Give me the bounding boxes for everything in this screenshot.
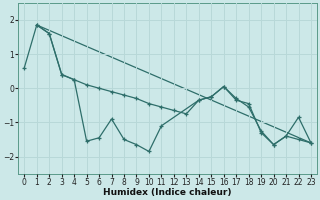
X-axis label: Humidex (Indice chaleur): Humidex (Indice chaleur) — [103, 188, 232, 197]
